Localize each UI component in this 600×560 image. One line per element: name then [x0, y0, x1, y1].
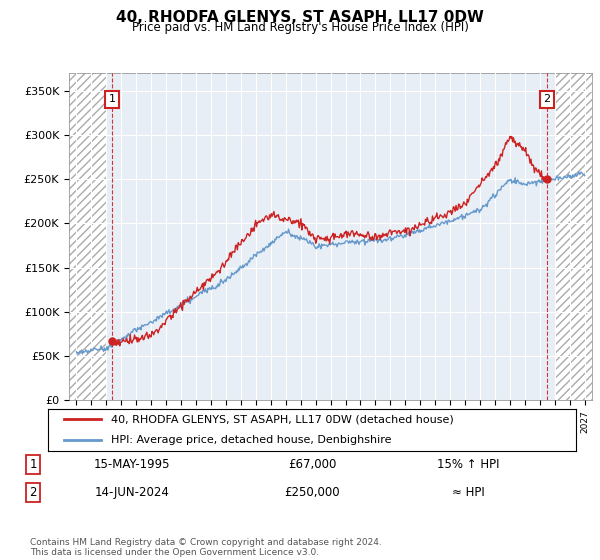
Text: 40, RHODFA GLENYS, ST ASAPH, LL17 0DW (detached house): 40, RHODFA GLENYS, ST ASAPH, LL17 0DW (d…: [112, 414, 454, 424]
Text: 2: 2: [29, 486, 37, 499]
Bar: [555, 73, 592, 400]
Text: 1: 1: [109, 95, 115, 104]
Text: ≈ HPI: ≈ HPI: [452, 486, 484, 499]
Text: 15-MAY-1995: 15-MAY-1995: [94, 458, 170, 471]
Text: 40, RHODFA GLENYS, ST ASAPH, LL17 0DW: 40, RHODFA GLENYS, ST ASAPH, LL17 0DW: [116, 10, 484, 25]
Text: £250,000: £250,000: [284, 486, 340, 499]
Text: Price paid vs. HM Land Registry's House Price Index (HPI): Price paid vs. HM Land Registry's House …: [131, 21, 469, 34]
Text: 15% ↑ HPI: 15% ↑ HPI: [437, 458, 499, 471]
Bar: [69, 73, 106, 400]
Text: 14-JUN-2024: 14-JUN-2024: [95, 486, 169, 499]
Text: 1: 1: [29, 458, 37, 471]
Text: HPI: Average price, detached house, Denbighshire: HPI: Average price, detached house, Denb…: [112, 435, 392, 445]
Text: Contains HM Land Registry data © Crown copyright and database right 2024.
This d: Contains HM Land Registry data © Crown c…: [30, 538, 382, 557]
Text: 2: 2: [543, 95, 550, 104]
Text: £67,000: £67,000: [288, 458, 336, 471]
